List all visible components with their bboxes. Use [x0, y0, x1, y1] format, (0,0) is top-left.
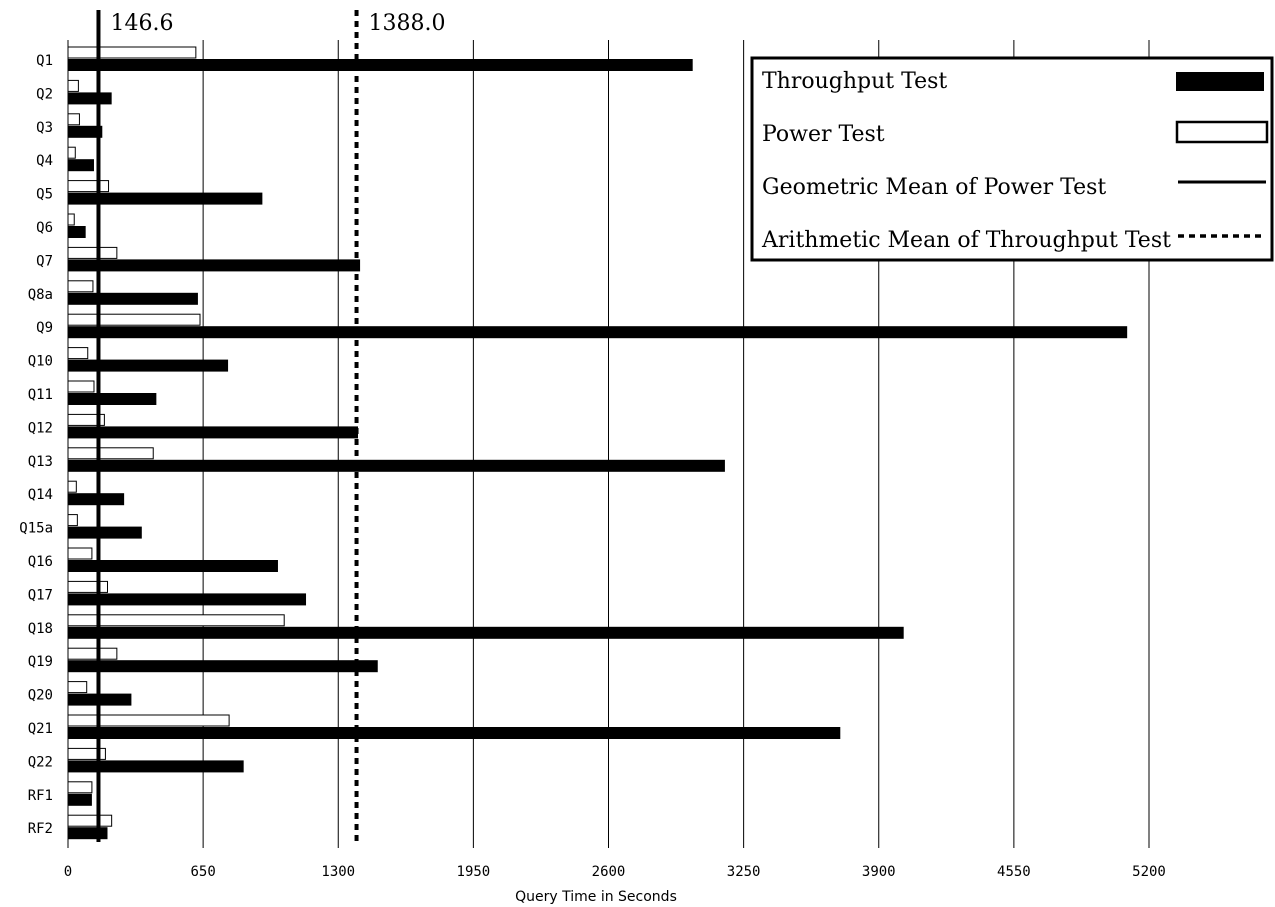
throughput-test-bar — [68, 226, 86, 238]
legend-label-throughput: Throughput Test — [762, 69, 947, 94]
category-label: Q5 — [36, 187, 53, 203]
arithmetic-mean-value: 1388.0 — [369, 11, 446, 36]
power-test-bar — [67, 580, 108, 593]
throughput-test-bar — [68, 59, 693, 71]
throughput-test-bar — [68, 125, 103, 138]
throughput-test-bar — [68, 560, 278, 572]
category-label: Q9 — [36, 320, 53, 336]
throughput-test-bar — [68, 459, 725, 472]
throughput-test-bar — [68, 760, 244, 773]
power-test-bar — [67, 814, 113, 827]
labels: 0 650 1300 1950 2600 3250 3900 4550 5200 Q1 Q2 Q3 Q4… — [19, 11, 1166, 880]
x-tick-label: 4550 — [997, 864, 1031, 880]
throughput-test-bar — [68, 793, 92, 806]
power-test-bar — [67, 46, 197, 59]
power-test-bar — [67, 79, 79, 92]
throughput-test-bar — [68, 526, 142, 539]
category-label: Q14 — [28, 487, 53, 503]
throughput-test-bar — [68, 92, 112, 105]
power-test-bar — [67, 413, 105, 426]
x-tick-label: 3250 — [727, 864, 761, 880]
category-label: Q20 — [28, 688, 53, 704]
throughput-test-bar — [68, 493, 125, 506]
category-label: Q8a — [28, 287, 53, 303]
reference-lines — [96, 10, 359, 842]
power-test-bar — [67, 113, 80, 126]
category-label: Q2 — [36, 86, 53, 102]
category-label: Q6 — [36, 220, 53, 236]
x-tick-label: 650 — [190, 864, 215, 880]
power-test-bar — [67, 180, 110, 193]
legend-label-geometric-mean: Geometric Mean of Power Test — [762, 175, 1106, 200]
power-test-bar — [67, 747, 106, 760]
throughput-test-bar — [68, 727, 841, 739]
category-label: Q1 — [36, 53, 53, 69]
category-label: Q12 — [28, 420, 53, 436]
power-test-bar — [67, 280, 94, 293]
x-tick-label: 2600 — [592, 864, 626, 880]
category-label: Q13 — [28, 454, 53, 470]
power-test-bar — [67, 614, 285, 627]
category-label: Q21 — [28, 721, 53, 737]
category-label: RF1 — [28, 788, 53, 804]
legend-swatch-throughput — [1176, 72, 1264, 91]
power-test-bar — [67, 313, 201, 326]
throughput-test-bar — [68, 326, 1128, 339]
x-tick-label: 3900 — [862, 864, 896, 880]
category-label: Q18 — [28, 621, 53, 637]
x-axis-title: Query Time in Seconds — [515, 889, 677, 905]
throughput-test-bar — [68, 626, 904, 639]
category-label: Q7 — [36, 253, 53, 269]
throughput-test-bar — [68, 660, 378, 673]
throughput-test-bar — [68, 827, 108, 840]
throughput-test-bar — [68, 159, 94, 172]
x-tick-label: 1300 — [321, 864, 355, 880]
legend: Throughput Test Power Test Geometric Mea… — [750, 56, 1274, 262]
bars — [67, 46, 1128, 840]
power-test-bar — [67, 246, 118, 259]
power-test-bar — [67, 380, 95, 393]
x-tick-label: 5200 — [1132, 864, 1166, 880]
x-tick-label: 0 — [64, 864, 72, 880]
category-label: Q22 — [28, 754, 53, 770]
legend-label-arithmetic-mean: Arithmetic Mean of Throughput Test — [761, 228, 1171, 253]
power-test-bar — [67, 146, 76, 159]
power-test-bar — [67, 714, 230, 727]
throughput-test-bar — [68, 359, 229, 372]
category-label: Q19 — [28, 654, 53, 670]
category-label: Q15a — [19, 521, 53, 537]
power-test-bar — [67, 547, 93, 560]
power-test-bar — [67, 213, 75, 226]
power-test-bar — [67, 681, 88, 694]
category-label: Q3 — [36, 120, 53, 136]
geometric-mean-value: 146.6 — [110, 11, 173, 36]
x-tick-label: 1950 — [457, 864, 491, 880]
power-test-bar — [67, 480, 77, 493]
category-label: RF2 — [28, 821, 53, 837]
legend-box — [750, 56, 1274, 262]
category-label: Q16 — [28, 554, 53, 570]
power-test-bar — [67, 781, 93, 794]
throughput-test-bar — [68, 259, 361, 272]
legend-swatch-power — [1175, 120, 1269, 144]
power-test-bar — [67, 647, 118, 660]
power-test-bar — [67, 447, 154, 460]
category-label: Q17 — [28, 587, 53, 603]
legend-label-power: Power Test — [762, 122, 885, 147]
category-label: Q10 — [28, 354, 53, 370]
throughput-test-bar — [68, 593, 307, 606]
power-test-bar — [67, 514, 78, 527]
throughput-test-bar — [68, 292, 198, 305]
power-test-bar — [67, 347, 89, 360]
throughput-test-bar — [68, 192, 263, 205]
category-label: Q4 — [36, 153, 53, 169]
throughput-test-bar — [68, 426, 358, 439]
throughput-test-bar — [68, 393, 157, 405]
category-label: Q11 — [28, 387, 53, 403]
